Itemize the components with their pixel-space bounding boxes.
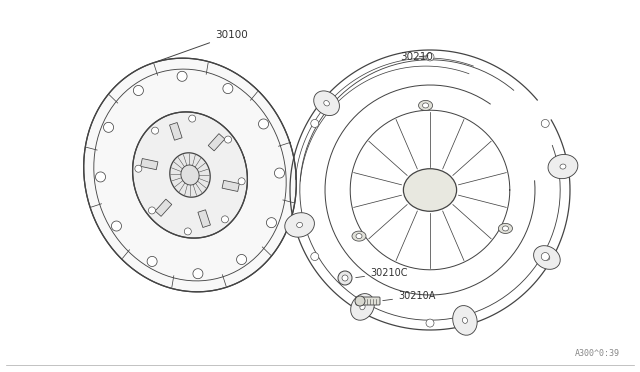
Polygon shape bbox=[275, 168, 285, 178]
Polygon shape bbox=[181, 165, 199, 185]
Circle shape bbox=[426, 53, 434, 61]
Polygon shape bbox=[221, 216, 228, 223]
Polygon shape bbox=[170, 122, 182, 140]
Circle shape bbox=[355, 296, 365, 306]
Polygon shape bbox=[238, 178, 245, 185]
Ellipse shape bbox=[534, 246, 560, 269]
Circle shape bbox=[338, 271, 352, 285]
Polygon shape bbox=[148, 207, 156, 214]
Polygon shape bbox=[208, 134, 225, 151]
Ellipse shape bbox=[452, 305, 477, 335]
Polygon shape bbox=[499, 224, 513, 234]
Polygon shape bbox=[147, 256, 157, 266]
Polygon shape bbox=[237, 254, 246, 264]
Polygon shape bbox=[184, 228, 191, 235]
Ellipse shape bbox=[360, 304, 365, 310]
Polygon shape bbox=[198, 210, 211, 227]
Circle shape bbox=[311, 253, 319, 260]
Polygon shape bbox=[193, 269, 203, 279]
Ellipse shape bbox=[403, 169, 456, 211]
Text: 30100: 30100 bbox=[156, 30, 248, 62]
Polygon shape bbox=[223, 84, 233, 93]
Circle shape bbox=[426, 319, 434, 327]
Ellipse shape bbox=[463, 317, 467, 323]
Text: A300^0:39: A300^0:39 bbox=[575, 349, 620, 358]
Ellipse shape bbox=[548, 154, 578, 179]
Ellipse shape bbox=[560, 164, 566, 169]
Polygon shape bbox=[266, 218, 276, 228]
Circle shape bbox=[311, 119, 319, 128]
Polygon shape bbox=[189, 115, 196, 122]
Polygon shape bbox=[419, 100, 433, 110]
Polygon shape bbox=[225, 136, 232, 143]
Polygon shape bbox=[152, 127, 159, 134]
Ellipse shape bbox=[296, 222, 303, 227]
FancyBboxPatch shape bbox=[356, 297, 380, 305]
Polygon shape bbox=[222, 180, 239, 192]
Polygon shape bbox=[170, 153, 210, 197]
Polygon shape bbox=[95, 172, 106, 182]
Ellipse shape bbox=[314, 91, 339, 116]
Polygon shape bbox=[141, 158, 158, 170]
Polygon shape bbox=[356, 234, 362, 238]
Polygon shape bbox=[84, 58, 296, 292]
Polygon shape bbox=[155, 199, 172, 217]
Ellipse shape bbox=[285, 213, 314, 237]
Polygon shape bbox=[352, 231, 366, 241]
Ellipse shape bbox=[324, 100, 330, 106]
Circle shape bbox=[541, 119, 549, 128]
Text: 30210A: 30210A bbox=[383, 291, 435, 301]
Polygon shape bbox=[133, 86, 143, 96]
Polygon shape bbox=[259, 119, 269, 129]
Polygon shape bbox=[104, 122, 113, 132]
Polygon shape bbox=[135, 165, 142, 172]
Ellipse shape bbox=[351, 294, 374, 320]
Ellipse shape bbox=[544, 255, 550, 260]
Polygon shape bbox=[502, 226, 508, 231]
Polygon shape bbox=[111, 221, 122, 231]
Polygon shape bbox=[132, 112, 248, 238]
Circle shape bbox=[541, 253, 549, 260]
Circle shape bbox=[342, 275, 348, 281]
Polygon shape bbox=[177, 71, 187, 81]
Text: 30210C: 30210C bbox=[356, 268, 408, 278]
Polygon shape bbox=[422, 103, 429, 108]
Text: 30210: 30210 bbox=[400, 52, 433, 62]
